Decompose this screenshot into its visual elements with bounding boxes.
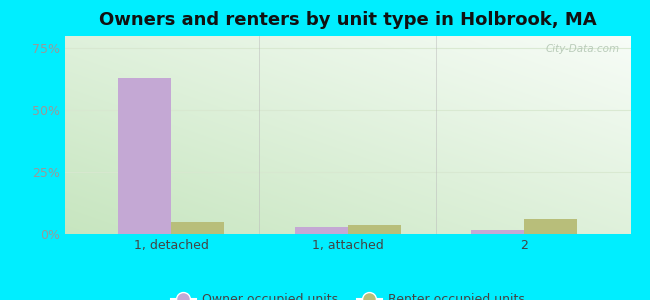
Text: City-Data.com: City-Data.com — [545, 44, 619, 54]
Bar — [294, 226, 348, 234]
Legend: Owner occupied units, Renter occupied units: Owner occupied units, Renter occupied un… — [166, 288, 530, 300]
Bar — [171, 222, 224, 234]
Title: Owners and renters by unit type in Holbrook, MA: Owners and renters by unit type in Holbr… — [99, 11, 597, 29]
Bar — [525, 219, 577, 234]
Bar — [471, 230, 525, 234]
Bar — [118, 78, 171, 234]
Bar — [348, 225, 401, 234]
